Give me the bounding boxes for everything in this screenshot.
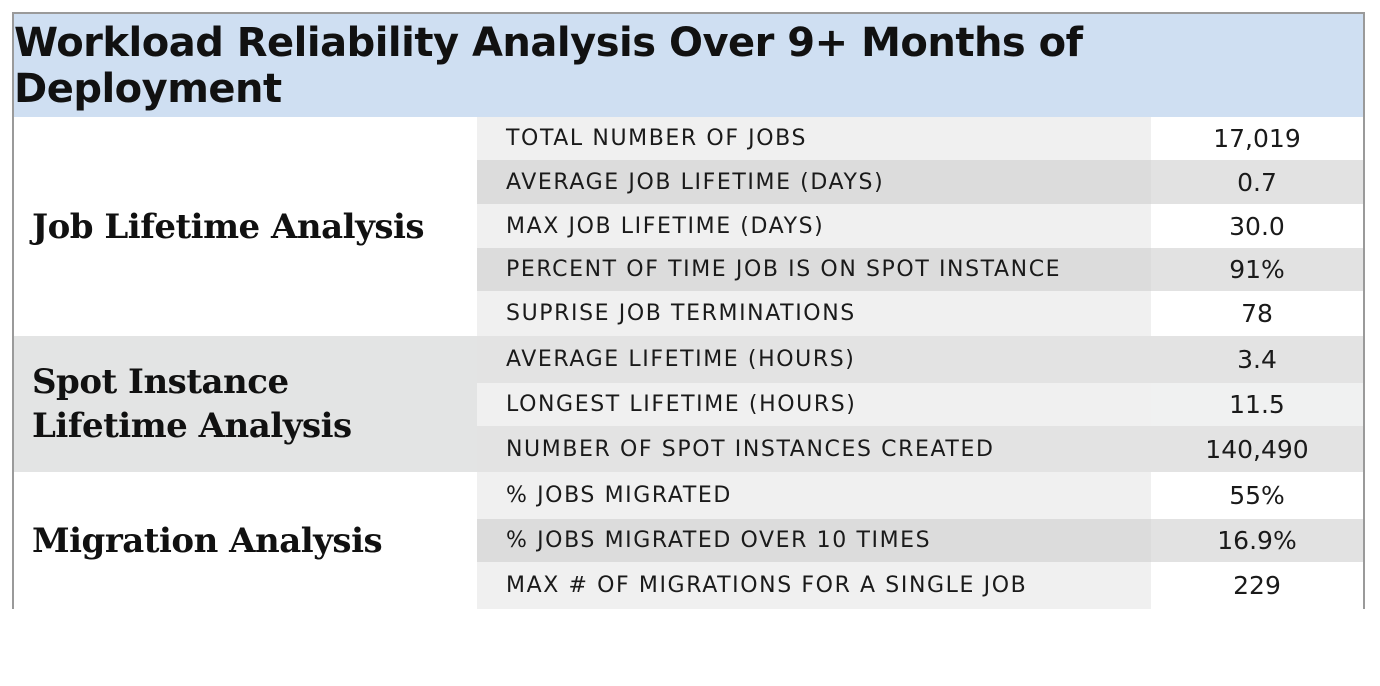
metric-label: MAX # OF MIGRATIONS FOR A SINGLE JOB: [477, 562, 1151, 609]
metric-value: 17,019: [1151, 117, 1363, 160]
section-migration: Migration Analysis % JOBS MIGRATED 55% %…: [14, 472, 1363, 609]
section-rows: AVERAGE LIFETIME (HOURS) 3.4 LONGEST LIF…: [477, 336, 1363, 472]
metric-label: AVERAGE LIFETIME (HOURS): [477, 336, 1151, 383]
metric-label: TOTAL NUMBER OF JOBS: [477, 117, 1151, 160]
section-job-lifetime: Job Lifetime Analysis TOTAL NUMBER OF JO…: [14, 117, 1363, 336]
reliability-table: Workload Reliability Analysis Over 9+ Mo…: [12, 12, 1365, 609]
metric-value: 3.4: [1151, 336, 1363, 383]
table-row: MAX JOB LIFETIME (DAYS) 30.0: [477, 204, 1363, 248]
section-rows: % JOBS MIGRATED 55% % JOBS MIGRATED OVER…: [477, 472, 1363, 609]
table-row: TOTAL NUMBER OF JOBS 17,019: [477, 117, 1363, 160]
metric-value: 11.5: [1151, 383, 1363, 426]
metric-label: AVERAGE JOB LIFETIME (DAYS): [477, 160, 1151, 204]
metric-label: % JOBS MIGRATED OVER 10 TIMES: [477, 519, 1151, 562]
title-bar: Workload Reliability Analysis Over 9+ Mo…: [14, 14, 1363, 117]
metric-value: 91%: [1151, 248, 1363, 291]
table-row: AVERAGE JOB LIFETIME (DAYS) 0.7: [477, 160, 1363, 204]
section-label-line2: Lifetime Analysis: [32, 406, 352, 446]
section-label-line1: Spot Instance: [32, 362, 289, 402]
table-row: PERCENT OF TIME JOB IS ON SPOT INSTANCE …: [477, 248, 1363, 291]
metric-value: 78: [1151, 291, 1363, 336]
table-row: AVERAGE LIFETIME (HOURS) 3.4: [477, 336, 1363, 383]
section-spot-instance: Spot Instance Lifetime Analysis AVERAGE …: [14, 336, 1363, 472]
table-row: MAX # OF MIGRATIONS FOR A SINGLE JOB 229: [477, 562, 1363, 609]
metric-label: NUMBER OF SPOT INSTANCES CREATED: [477, 426, 1151, 472]
table-row: NUMBER OF SPOT INSTANCES CREATED 140,490: [477, 426, 1363, 472]
metric-label: LONGEST LIFETIME (HOURS): [477, 383, 1151, 426]
metric-value: 55%: [1151, 472, 1363, 519]
metric-label: % JOBS MIGRATED: [477, 472, 1151, 519]
metric-value: 16.9%: [1151, 519, 1363, 562]
metric-label: PERCENT OF TIME JOB IS ON SPOT INSTANCE: [477, 248, 1151, 291]
section-rows: TOTAL NUMBER OF JOBS 17,019 AVERAGE JOB …: [477, 117, 1363, 336]
section-label-migration: Migration Analysis: [32, 520, 383, 561]
section-label-spot-instance: Spot Instance Lifetime Analysis: [14, 336, 477, 472]
section-label-job-lifetime: Job Lifetime Analysis: [32, 206, 425, 247]
table-row: SUPRISE JOB TERMINATIONS 78: [477, 291, 1363, 336]
table-row: % JOBS MIGRATED 55%: [477, 472, 1363, 519]
table-row: LONGEST LIFETIME (HOURS) 11.5: [477, 383, 1363, 426]
table-title: Workload Reliability Analysis Over 9+ Mo…: [14, 19, 1083, 112]
metric-label: MAX JOB LIFETIME (DAYS): [477, 204, 1151, 248]
metric-value: 0.7: [1151, 160, 1363, 204]
metric-value: 229: [1151, 562, 1363, 609]
metric-value: 140,490: [1151, 426, 1363, 472]
metric-label: SUPRISE JOB TERMINATIONS: [477, 291, 1151, 336]
table-row: % JOBS MIGRATED OVER 10 TIMES 16.9%: [477, 519, 1363, 562]
metric-value: 30.0: [1151, 204, 1363, 248]
